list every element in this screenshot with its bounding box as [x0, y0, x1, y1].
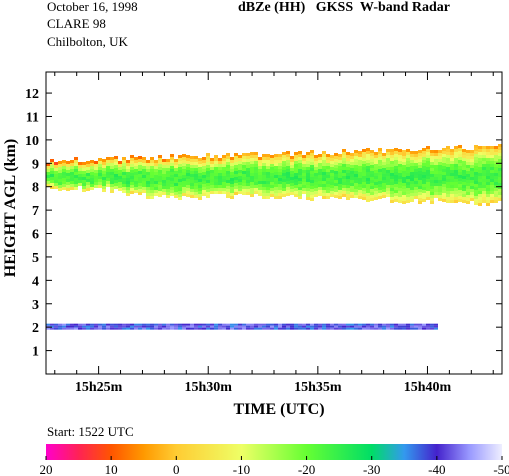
colorbar-label: 20 [40, 462, 53, 476]
colorbar: 20 10 0 -10 -20 -30 -40 -50 [40, 444, 509, 476]
y-axis-title: HEIGHT AGL (km) [2, 139, 19, 277]
colorbar-label: -50 [493, 462, 509, 476]
y-tick-label: 9 [32, 157, 39, 172]
colorbar-label: -40 [428, 462, 445, 476]
x-tick-label: 15h40m [404, 380, 452, 395]
y-tick-label: 11 [26, 110, 39, 125]
colorbar-gradient [46, 444, 502, 460]
colorbar-label: -30 [363, 462, 380, 476]
y-tick-label: 3 [32, 298, 39, 313]
y-tick-label: 6 [32, 228, 39, 243]
y-tick-label: 2 [32, 321, 39, 336]
x-axis-title: TIME (UTC) [233, 401, 324, 418]
colorbar-label: 10 [105, 462, 118, 476]
header-date: October 16, 1998 [47, 0, 138, 14]
colorbar-label: -20 [298, 462, 315, 476]
chart-title: dBZe (HH) GKSS W-band Radar [238, 0, 450, 15]
y-tick-label: 12 [25, 87, 39, 102]
y-tick-label: 8 [32, 181, 39, 196]
header-campaign: CLARE 98 [47, 16, 106, 31]
start-label: Start: 1522 UTC [47, 424, 134, 439]
plot-area [46, 144, 502, 330]
x-tick-label: 15h35m [294, 380, 342, 395]
x-tick-label: 15h25m [75, 380, 123, 395]
y-tick-label: 1 [32, 345, 39, 360]
y-tick-label: 5 [32, 251, 39, 266]
y-tick-label: 4 [32, 274, 39, 289]
y-tick-label: 7 [32, 204, 39, 219]
colorbar-label: -10 [233, 462, 250, 476]
x-tick-label: 15h30m [185, 380, 233, 395]
colorbar-label: 0 [173, 462, 180, 476]
header-site: Chilbolton, UK [47, 34, 128, 49]
y-tick-label: 10 [25, 134, 39, 149]
